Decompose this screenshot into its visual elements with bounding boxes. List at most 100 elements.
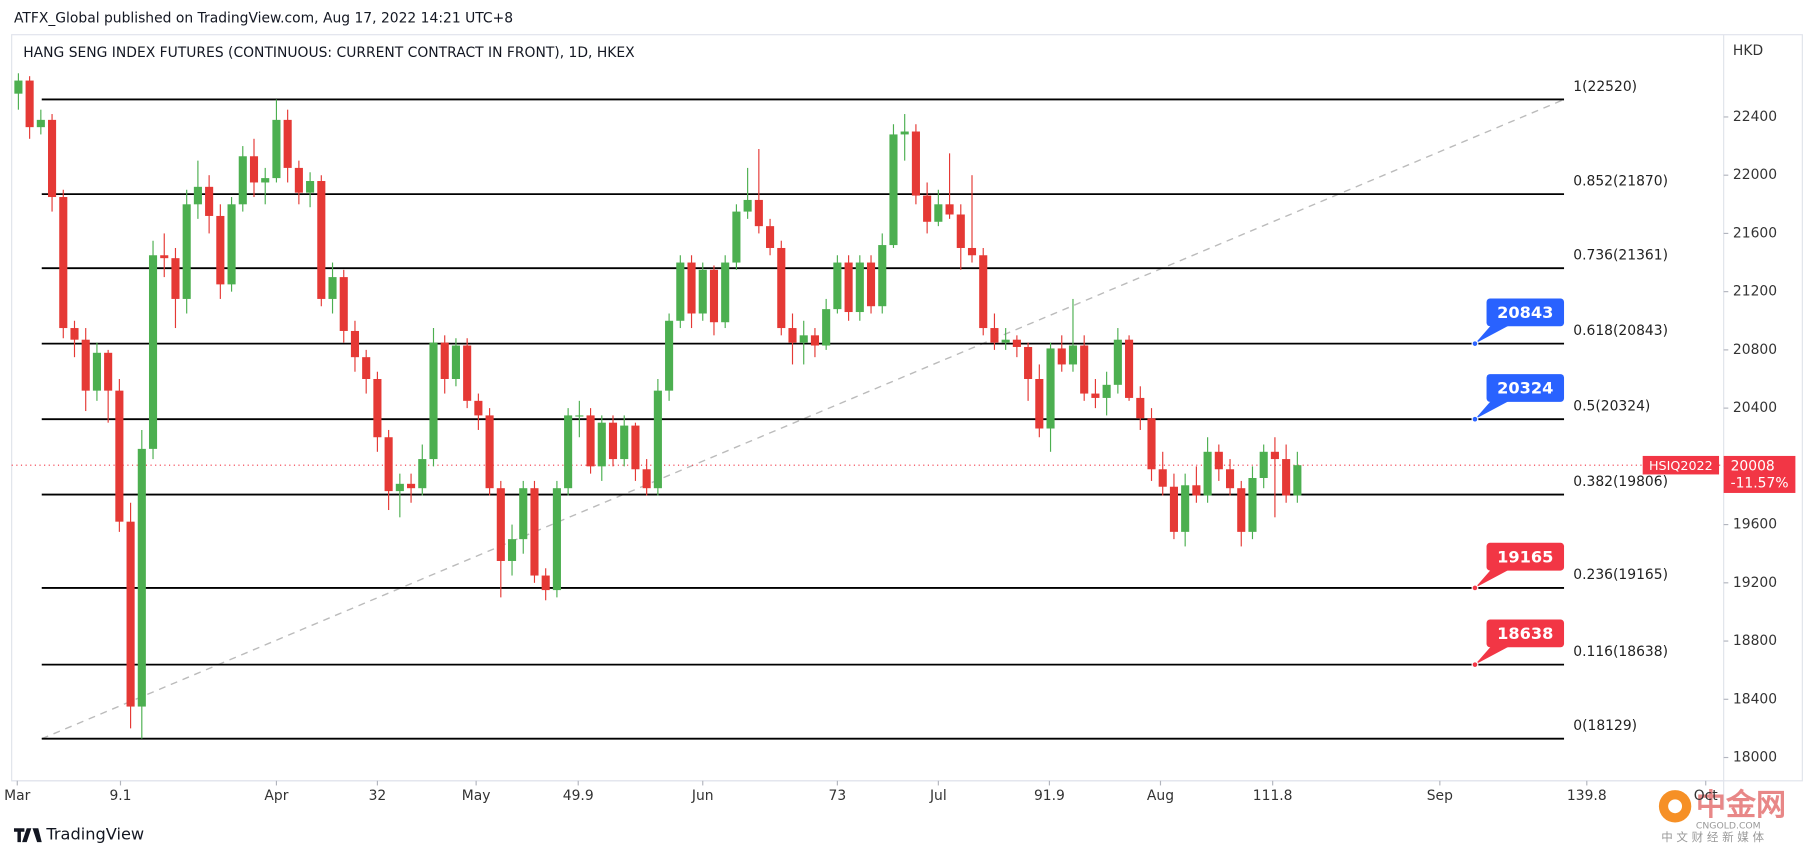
candle-body <box>552 488 561 591</box>
price-tag-value: 20008 <box>1731 458 1775 474</box>
candle-body <box>687 262 696 314</box>
candle-body <box>911 131 920 196</box>
candle-body <box>1113 339 1122 385</box>
candle-body <box>721 262 730 323</box>
candle-body <box>967 247 977 256</box>
candle-body <box>238 156 247 205</box>
candle-body <box>227 204 236 285</box>
candle-body <box>440 342 449 380</box>
y-tick-label: 20800 <box>1733 342 1777 358</box>
candle-body <box>137 448 146 707</box>
candle-body <box>1125 339 1134 398</box>
candle-body <box>418 459 427 489</box>
candle-body <box>979 255 988 329</box>
x-tick-label: Oct <box>1694 788 1719 804</box>
candle-body <box>810 335 819 346</box>
candle-body <box>350 330 360 358</box>
brand-name: TradingView <box>45 825 144 844</box>
watermark-tagline: 中 文 财 经 新 媒 体 <box>1661 830 1764 844</box>
candle-body <box>889 134 898 246</box>
x-tick-label: Jul <box>929 788 947 804</box>
candle-body <box>799 335 808 343</box>
candle-body <box>1136 397 1145 419</box>
candle-body <box>126 521 135 707</box>
candle-body <box>496 488 505 561</box>
candle-body <box>1057 348 1066 365</box>
candle-body <box>1147 418 1156 470</box>
currency-label: HKD <box>1733 43 1763 59</box>
x-tick-label: 111.8 <box>1253 788 1293 804</box>
candle-body <box>1293 465 1302 496</box>
fib-label: 0.382(19806) <box>1573 474 1668 490</box>
candle-body <box>1169 486 1178 532</box>
candle-body <box>631 425 640 470</box>
price-tag <box>1723 455 1796 493</box>
candle-body <box>373 379 382 438</box>
candle-body <box>171 258 180 299</box>
candle-body <box>395 483 404 492</box>
callout-box <box>1486 619 1565 648</box>
candle-body <box>766 226 775 248</box>
candle-body <box>182 204 191 299</box>
callout-anchor <box>1471 415 1479 423</box>
callout-tail <box>1474 325 1510 344</box>
candle-body <box>193 186 202 205</box>
candle-body <box>160 255 169 259</box>
x-tick-label: Apr <box>264 788 288 804</box>
callout-label: 20324 <box>1497 379 1553 398</box>
symbol-tag-label: HSIQ2022 <box>1649 458 1713 473</box>
y-tick-label: 18000 <box>1733 750 1777 766</box>
candle-body <box>70 328 79 340</box>
candle-body <box>855 262 864 313</box>
callout-tail <box>1474 569 1510 588</box>
candle-body <box>249 156 259 183</box>
watermark: 中金网 <box>1696 788 1786 823</box>
candle-body <box>1012 339 1021 347</box>
fib-label: 0.5(20324) <box>1573 398 1650 414</box>
callout-anchor <box>1471 340 1479 348</box>
x-tick-label: Aug <box>1147 788 1174 804</box>
x-tick-label: 9.1 <box>109 788 131 804</box>
fib-label: 0.736(21361) <box>1573 247 1668 263</box>
fib-label: 0(18129) <box>1573 718 1637 734</box>
candle-body <box>732 211 741 263</box>
x-tick-label: 73 <box>829 788 847 804</box>
candle-body <box>283 119 292 168</box>
y-tick-label: 20400 <box>1733 400 1777 416</box>
candle-body <box>1080 345 1089 394</box>
callout-label: 18638 <box>1497 624 1553 643</box>
candle-body <box>306 181 315 193</box>
candle-body <box>1225 469 1235 489</box>
source-line: ATFX_Global published on TradingView.com… <box>14 11 513 27</box>
candle-body <box>709 269 719 323</box>
candle-body <box>642 469 651 489</box>
callout-tail <box>1474 400 1510 420</box>
candle-body <box>115 390 124 522</box>
candle-body <box>48 119 57 198</box>
candle-body <box>261 178 270 183</box>
callout-label: 19165 <box>1497 547 1553 566</box>
y-tick-label: 21600 <box>1733 225 1777 241</box>
candle-body <box>575 415 584 417</box>
candle-body <box>620 425 629 460</box>
candle-body <box>81 339 90 391</box>
x-tick-label: Sep <box>1427 788 1453 804</box>
x-tick-label: 32 <box>369 788 387 804</box>
candle-body <box>463 345 472 401</box>
x-tick-label: 49.9 <box>563 788 594 804</box>
footer: TradingView 中金网 CNGOLD.COM 中 文 财 经 新 媒 体 <box>13 788 1786 844</box>
candle-body <box>339 277 348 331</box>
candle-body <box>564 415 573 489</box>
candle-body <box>1181 485 1190 532</box>
candle-body <box>665 320 674 391</box>
candle-body <box>216 215 225 285</box>
x-tick-label: Jun <box>691 788 714 804</box>
candle-body <box>1270 451 1279 460</box>
candle-body <box>384 437 393 492</box>
candle-body <box>698 269 707 314</box>
y-tick-label: 21200 <box>1733 284 1777 300</box>
x-tick-label: Mar <box>4 788 30 804</box>
candle-body <box>1192 485 1201 496</box>
fib-label: 1(22520) <box>1573 79 1637 95</box>
candle-body <box>1091 393 1100 398</box>
